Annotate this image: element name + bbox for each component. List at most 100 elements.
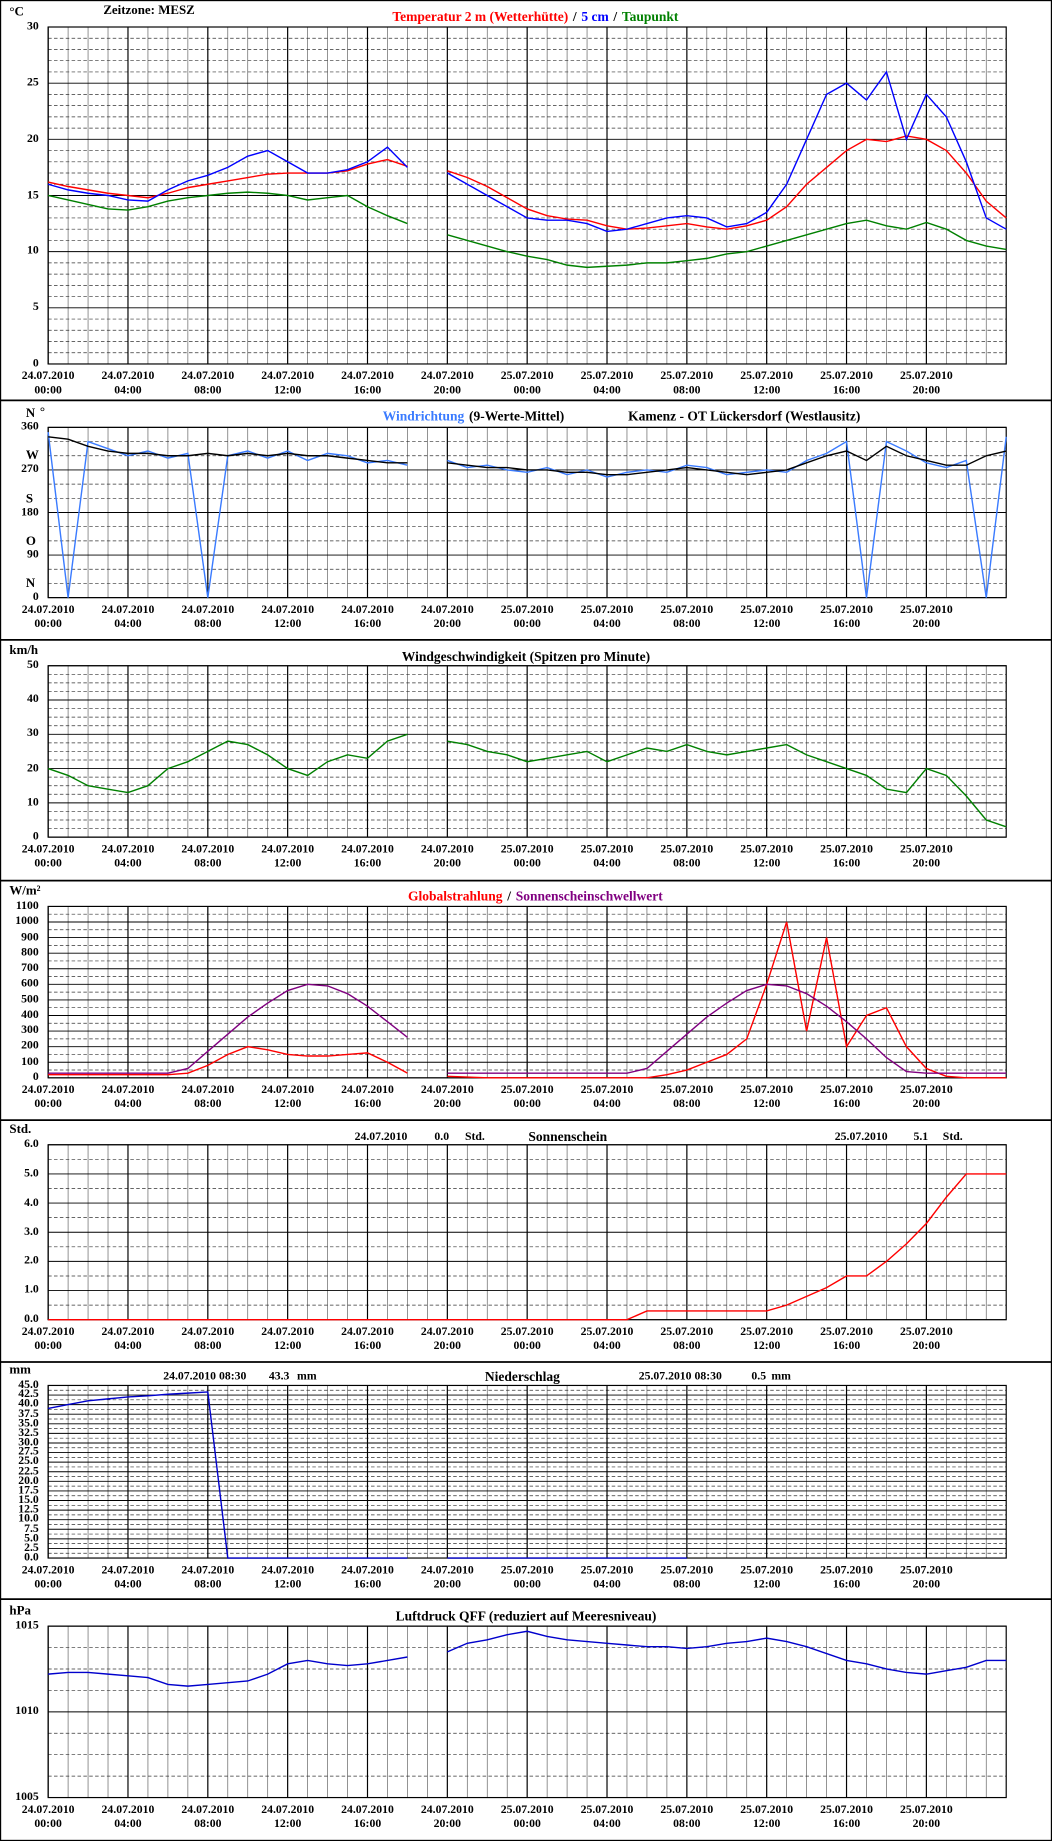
x-tick-label: 25.07.2010 04:00 [580, 1083, 634, 1111]
x-tick-label: 25.07.2010 16:00 [820, 1563, 873, 1591]
summary-date: 24.07.2010 08:30 [163, 1370, 247, 1384]
y-tick-label: 1005 [15, 1790, 39, 1804]
y-tick-label: 35.0 [18, 1416, 39, 1430]
axis-unit: Std. [9, 1122, 32, 1137]
x-tick-label: 24.07.2010 08:00 [181, 603, 235, 631]
x-tick-label: 24.07.2010 16:00 [341, 1083, 394, 1111]
x-tick-label: 25.07.2010 08:00 [660, 1083, 714, 1111]
plot-frame [47, 426, 1007, 599]
x-tick-label: 24.07.2010 00:00 [21, 1325, 75, 1353]
series-line [47, 70, 1007, 233]
y-tick-label: 37.5 [18, 1407, 39, 1421]
legend-entry: (9-Werte-Mittel) [469, 409, 565, 424]
x-tick-label: 25.07.2010 20:00 [899, 843, 953, 871]
y-tick-label: 300 [21, 1024, 39, 1037]
x-tick-label: 24.07.2010 16:00 [341, 603, 394, 631]
x-tick-label: 24.07.2010 20:00 [420, 843, 474, 871]
x-tick-label: 25.07.2010 04:00 [580, 843, 634, 871]
x-tick-label: 25.07.2010 12:00 [740, 1563, 794, 1591]
legend-separator: / [613, 10, 618, 25]
y-tick-label: 40 [27, 692, 39, 706]
x-tick-label: 24.07.2010 08:00 [181, 1563, 235, 1591]
direction-label: N [25, 406, 36, 421]
timezone: Zeitzone: MESZ [103, 3, 195, 18]
x-tick-label: 25.07.2010 12:00 [740, 843, 794, 871]
direction-label: O [25, 533, 36, 549]
y-tick-label: 5.0 [24, 1531, 39, 1545]
x-tick-label: 24.07.2010 20:00 [420, 1083, 474, 1111]
y-tick-label: 4.0 [24, 1196, 39, 1209]
x-tick-label: 24.07.2010 04:00 [101, 1083, 155, 1111]
summary-total: 43.3 [268, 1370, 290, 1384]
y-tick-label: 500 [21, 992, 39, 1006]
x-tick-label: 24.07.2010 04:00 [101, 1325, 155, 1353]
y-tick-label: 0 [32, 590, 39, 604]
x-tick-label: 25.07.2010 20:00 [899, 603, 953, 631]
legend-separator: / [572, 10, 577, 25]
x-tick-label: 25.07.2010 00:00 [500, 1563, 554, 1591]
x-tick-label: 25.07.2010 20:00 [899, 1325, 953, 1353]
x-tick-label: 24.07.2010 00:00 [21, 1803, 75, 1831]
y-tick-label: 2.0 [24, 1254, 39, 1268]
series-line [48, 1391, 687, 1559]
y-tick-label: 0 [32, 356, 39, 370]
y-tick-label: 400 [21, 1008, 39, 1022]
x-tick-label: 25.07.2010 16:00 [820, 1803, 873, 1831]
x-tick-label: 24.07.2010 04:00 [101, 1803, 155, 1831]
plot-frame [47, 665, 1007, 838]
legend-row: Windrichtung (9-Werte-Mittel) [383, 410, 569, 424]
x-tick-label: 25.07.2010 00:00 [500, 1803, 554, 1831]
legend-entry: Globalstrahlung [408, 889, 503, 905]
series-line [47, 135, 1007, 230]
x-tick-label: 25.07.2010 12:00 [740, 1803, 794, 1831]
y-tick-label: 25.0 [18, 1455, 39, 1469]
x-tick-label: 25.07.2010 20:00 [899, 1563, 953, 1591]
y-tick-label: 200 [21, 1039, 39, 1053]
x-tick-label: 24.07.2010 08:00 [181, 1083, 235, 1111]
summary-date: 25.07.2010 08:30 [638, 1370, 722, 1384]
y-tick-label: 600 [21, 977, 39, 991]
x-tick-label: 25.07.2010 08:00 [660, 1325, 714, 1353]
summary-total: 0.5 [751, 1370, 767, 1384]
axis-unit: hPa [9, 1603, 31, 1618]
chart-title: Luftdruck QFF (reduziert auf Meeresnivea… [395, 1609, 657, 1624]
x-tick-label: 24.07.2010 20:00 [420, 1563, 474, 1591]
y-tick-label: 0.0 [24, 1550, 39, 1564]
y-tick-label: 2.5 [24, 1541, 39, 1555]
y-tick-label: 7.5 [24, 1522, 39, 1536]
x-tick-label: 24.07.2010 20:00 [420, 1325, 474, 1353]
x-tick-label: 24.07.2010 12:00 [261, 369, 315, 397]
x-tick-label: 24.07.2010 20:00 [420, 603, 474, 631]
x-tick-label: 25.07.2010 04:00 [580, 1325, 634, 1353]
y-tick-label: 22.5 [18, 1464, 39, 1478]
direction-label: S [25, 491, 34, 506]
y-tick-label: 100 [21, 1055, 39, 1069]
x-tick-label: 24.07.2010 12:00 [261, 1325, 315, 1353]
x-tick-label: 24.07.2010 20:00 [420, 369, 474, 397]
y-tick-label: 800 [21, 946, 39, 960]
y-tick-label: 1100 [15, 899, 39, 913]
x-tick-label: 25.07.2010 08:00 [660, 1563, 714, 1591]
x-tick-label: 24.07.2010 00:00 [21, 369, 75, 397]
y-tick-label: 1010 [15, 1704, 39, 1718]
y-tick-label: 15 [27, 188, 39, 202]
x-tick-label: 25.07.2010 20:00 [899, 1803, 953, 1831]
x-tick-label: 25.07.2010 16:00 [820, 1083, 873, 1111]
y-tick-label: 25 [27, 76, 39, 90]
y-tick-label: 27.5 [18, 1445, 39, 1459]
x-tick-label: 24.07.2010 00:00 [21, 843, 75, 871]
y-tick-label: 6.0 [24, 1137, 39, 1151]
y-tick-label: 17.5 [18, 1483, 39, 1497]
y-tick-label: 900 [21, 930, 39, 944]
y-tick-label: 90 [27, 548, 39, 561]
series-line [48, 983, 1007, 1074]
plot-frame [47, 26, 1007, 365]
x-tick-label: 25.07.2010 12:00 [740, 369, 794, 397]
series-line [47, 733, 1007, 828]
x-tick-label: 24.07.2010 12:00 [261, 1803, 315, 1831]
y-tick-label: 42.5 [18, 1387, 39, 1401]
legend-entry: 5 cm [581, 10, 609, 25]
y-tick-label: 15.0 [18, 1493, 39, 1507]
